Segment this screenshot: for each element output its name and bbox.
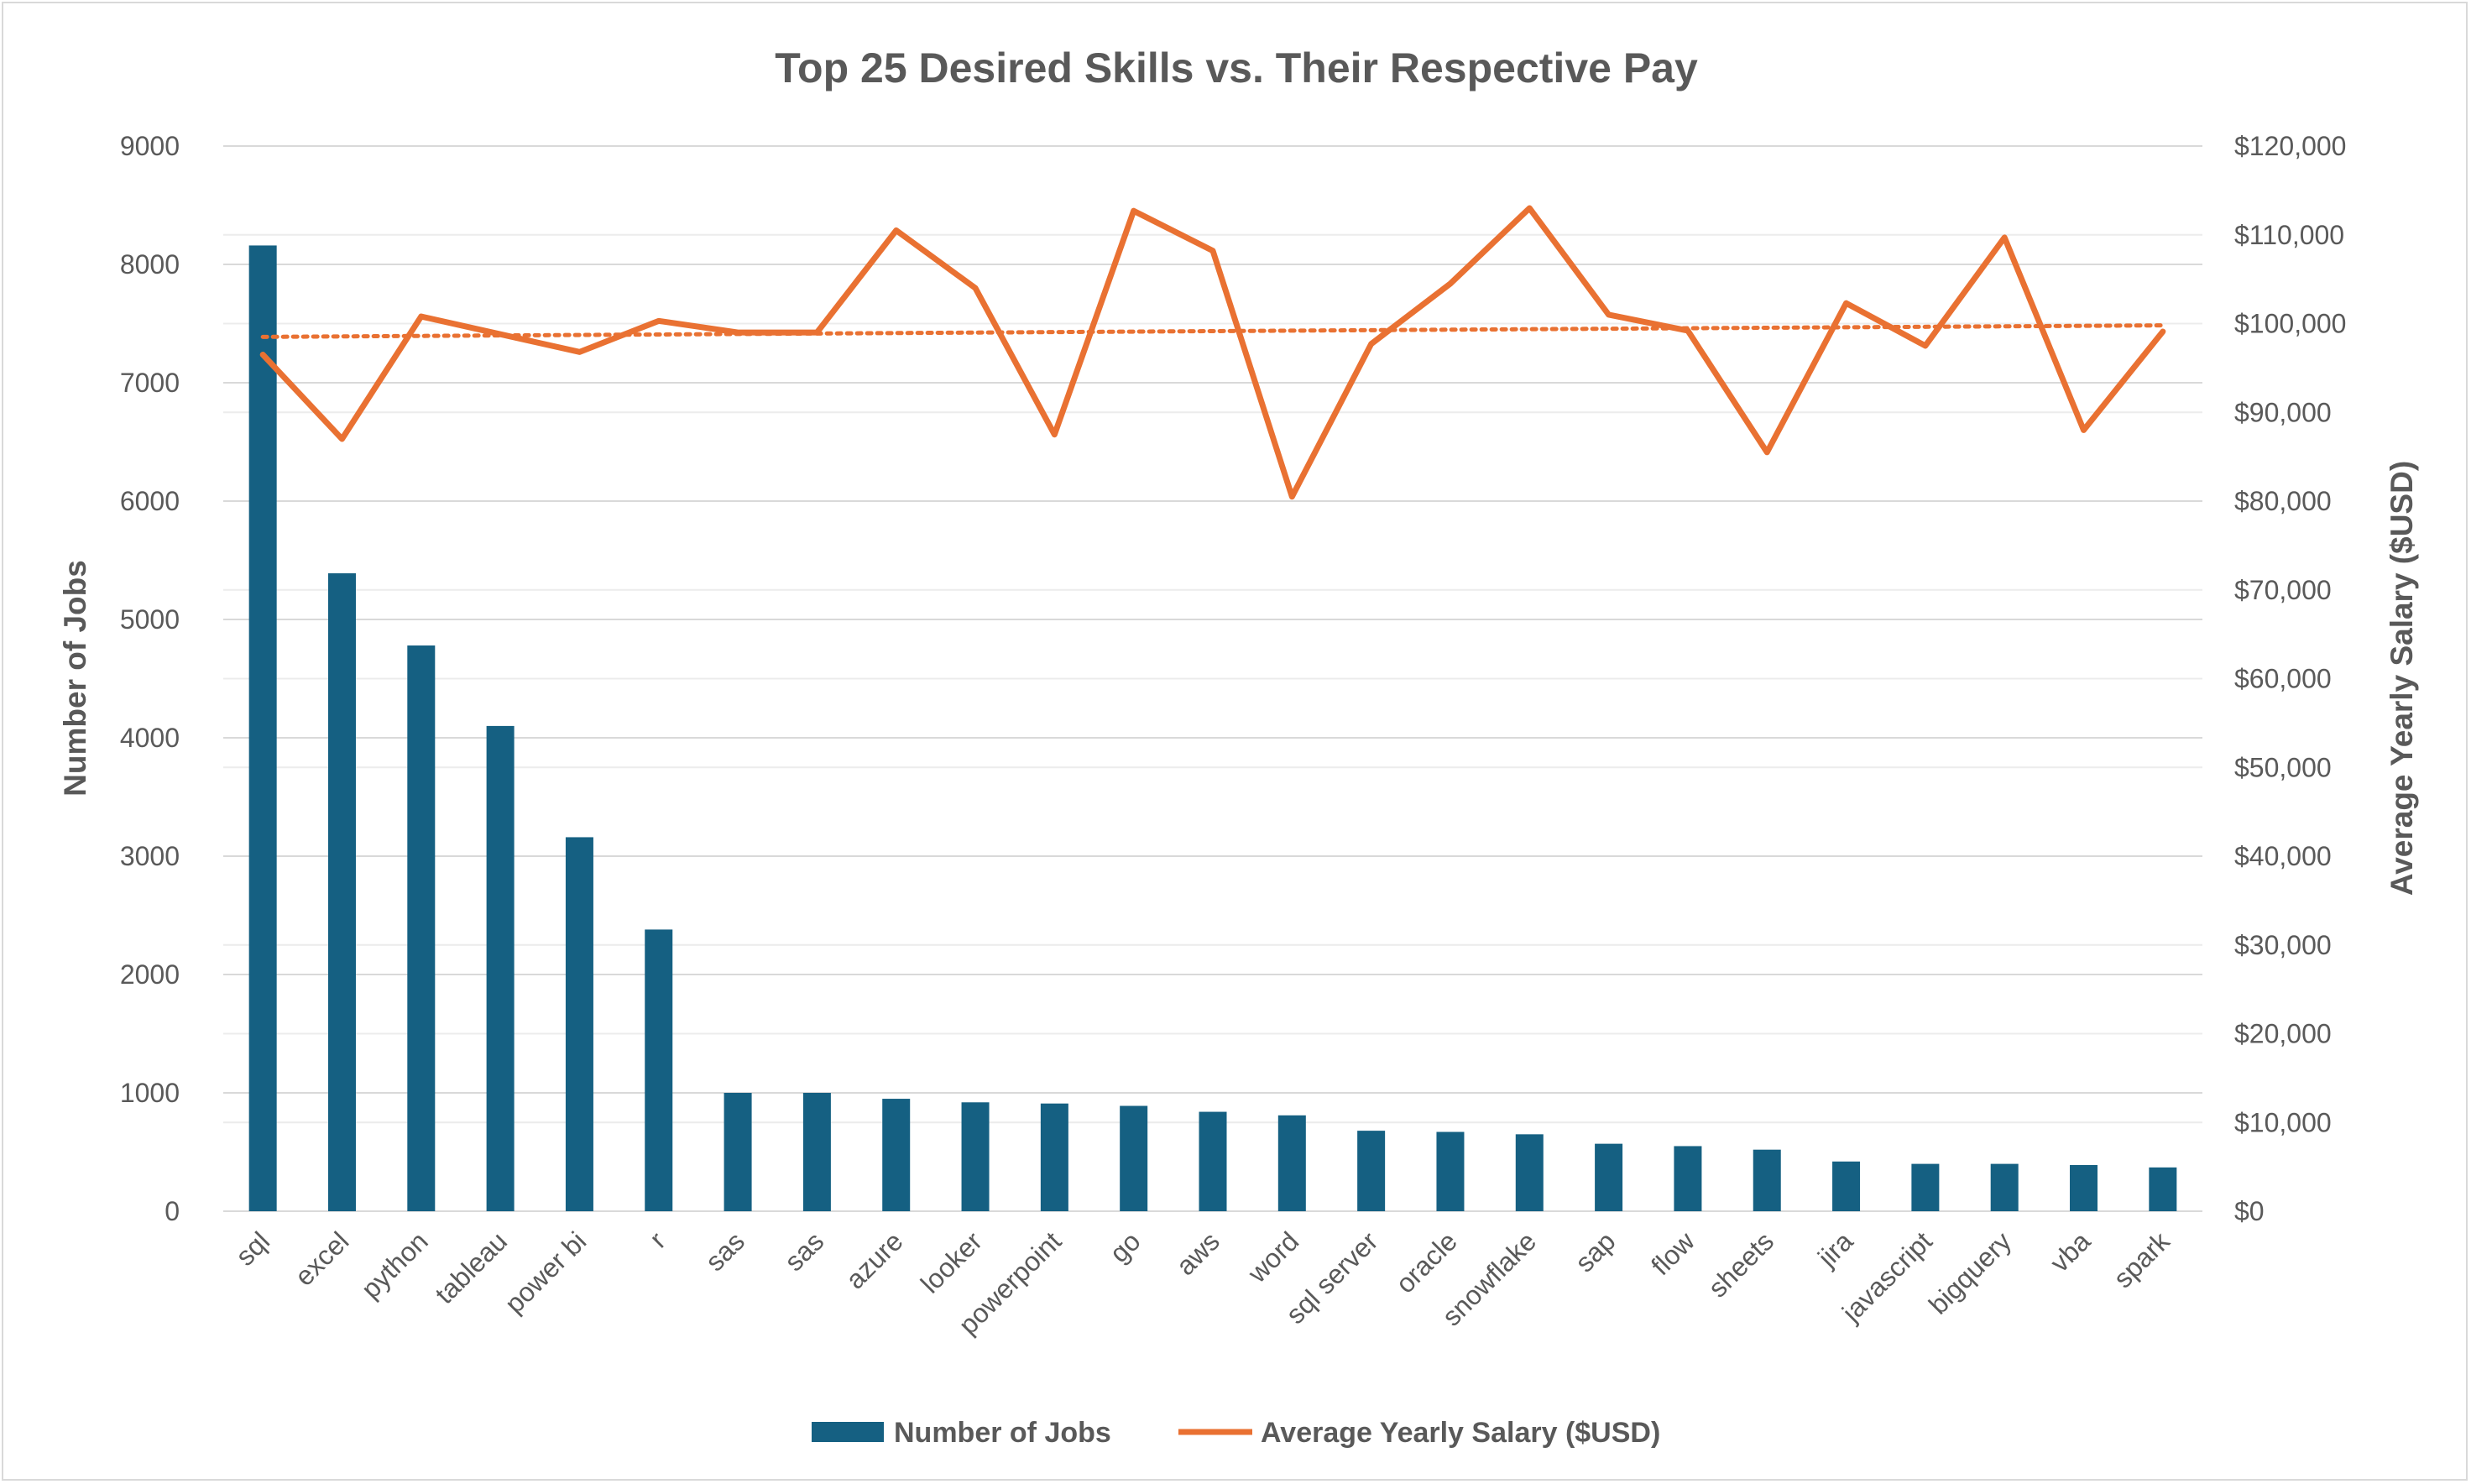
- chart-svg: Top 25 Desired Skills vs. Their Respecti…: [58, 44, 2419, 1449]
- y2-tick-label: $120,000: [2234, 131, 2346, 161]
- y-tick-label: 6000: [120, 486, 180, 516]
- y2-tick-label: $20,000: [2234, 1019, 2332, 1049]
- y-tick-label: 4000: [120, 723, 180, 753]
- x-tick-label: power bi: [499, 1225, 592, 1319]
- x-tick-label: sheets: [1702, 1225, 1779, 1303]
- x-tick-label: word: [1241, 1225, 1304, 1288]
- x-tick-label: go: [1104, 1225, 1147, 1268]
- bar-8: [882, 1099, 911, 1211]
- left-axis-ticks: 0 1000 2000 3000 4000 5000 6000 7000 8000 9000: [120, 131, 180, 1226]
- bar-12: [1199, 1111, 1227, 1211]
- bar-9: [961, 1102, 990, 1211]
- salary-line: [259, 205, 2166, 500]
- y-tick-label: 3000: [120, 841, 180, 871]
- x-tick-label: vba: [2045, 1225, 2097, 1278]
- y2-axis-title: Average Yearly Salary ($USD): [2385, 461, 2419, 896]
- bar-2: [407, 645, 436, 1211]
- legend-label-bars: Number of Jobs: [894, 1417, 1111, 1449]
- bar-13: [1277, 1115, 1306, 1211]
- bar-10: [1040, 1103, 1068, 1211]
- bar-3: [486, 725, 515, 1211]
- y2-tick-label: $60,000: [2234, 664, 2332, 694]
- bar-17: [1595, 1143, 1623, 1211]
- x-tick-label: python: [355, 1225, 433, 1304]
- x-tick-label: excel: [289, 1225, 354, 1291]
- legend: Number of Jobs Average Yearly Salary ($U…: [812, 1417, 1660, 1449]
- line-series: [259, 205, 2166, 500]
- bar-22: [1990, 1163, 2019, 1211]
- bar-series: [248, 245, 2177, 1212]
- y-tick-label: 7000: [120, 368, 180, 398]
- y-axis-title: Number of Jobs: [58, 560, 92, 797]
- x-tick-label: flow: [1645, 1225, 1700, 1281]
- bar-4: [565, 837, 593, 1211]
- bar-14: [1357, 1131, 1386, 1211]
- bar-11: [1120, 1105, 1148, 1211]
- y2-tick-label: $10,000: [2234, 1107, 2332, 1137]
- y2-tick-label: $0: [2234, 1196, 2265, 1226]
- salary-trendline: [260, 323, 2165, 339]
- y-tick-label: 9000: [120, 131, 180, 161]
- bar-7: [802, 1093, 831, 1211]
- y2-tick-label: $80,000: [2234, 486, 2332, 516]
- bar-16: [1515, 1134, 1544, 1211]
- y2-tick-label: $40,000: [2234, 841, 2332, 871]
- y2-tick-label: $110,000: [2234, 220, 2344, 250]
- bar-20: [1832, 1161, 1861, 1211]
- y2-tick-label: $30,000: [2234, 930, 2332, 960]
- x-tick-label: oracle: [1390, 1225, 1463, 1298]
- x-tick-label: azure: [840, 1225, 909, 1294]
- y-tick-label: 2000: [120, 959, 180, 990]
- bar-21: [1911, 1163, 1940, 1211]
- trendline-series: [260, 323, 2165, 339]
- bar-23: [2070, 1165, 2098, 1211]
- x-tick-label: bigquery: [1923, 1225, 2017, 1319]
- bar-18: [1674, 1146, 1702, 1211]
- x-tick-label: sap: [1570, 1225, 1622, 1278]
- bar-6: [724, 1093, 752, 1211]
- y-tick-label: 0: [165, 1196, 180, 1226]
- bar-0: [248, 245, 277, 1212]
- right-axis-ticks: $0 $10,000 $20,000 $30,000 $40,000 $50,000 $60…: [2234, 131, 2346, 1226]
- chart-title: Top 25 Desired Skills vs. Their Respecti…: [775, 44, 1698, 91]
- bar-5: [645, 929, 673, 1211]
- legend-swatch-bars: [812, 1422, 884, 1442]
- x-tick-label: looker: [915, 1225, 988, 1298]
- bar-1: [327, 573, 356, 1211]
- x-tick-label: aws: [1170, 1225, 1225, 1281]
- bar-19: [1753, 1149, 1781, 1211]
- gridlines: [223, 145, 2202, 1212]
- y2-tick-label: $50,000: [2234, 752, 2332, 782]
- bar-15: [1436, 1131, 1465, 1211]
- y-tick-label: 8000: [120, 249, 180, 280]
- y-tick-label: 1000: [120, 1078, 180, 1108]
- x-tick-label: jira: [1811, 1225, 1858, 1272]
- legend-label-line: Average Yearly Salary ($USD): [1261, 1417, 1660, 1449]
- x-tick-label: spark: [2108, 1225, 2176, 1293]
- x-tick-label: sas: [699, 1225, 750, 1277]
- x-tick-label: sas: [779, 1225, 830, 1277]
- y2-tick-label: $70,000: [2234, 575, 2332, 605]
- bar-24: [2149, 1167, 2177, 1211]
- y2-tick-label: $90,000: [2234, 397, 2332, 427]
- y2-tick-label: $100,000: [2234, 309, 2346, 339]
- x-tick-label: r: [644, 1225, 671, 1253]
- y-tick-label: 5000: [120, 604, 180, 635]
- x-tick-label: sql: [230, 1225, 275, 1271]
